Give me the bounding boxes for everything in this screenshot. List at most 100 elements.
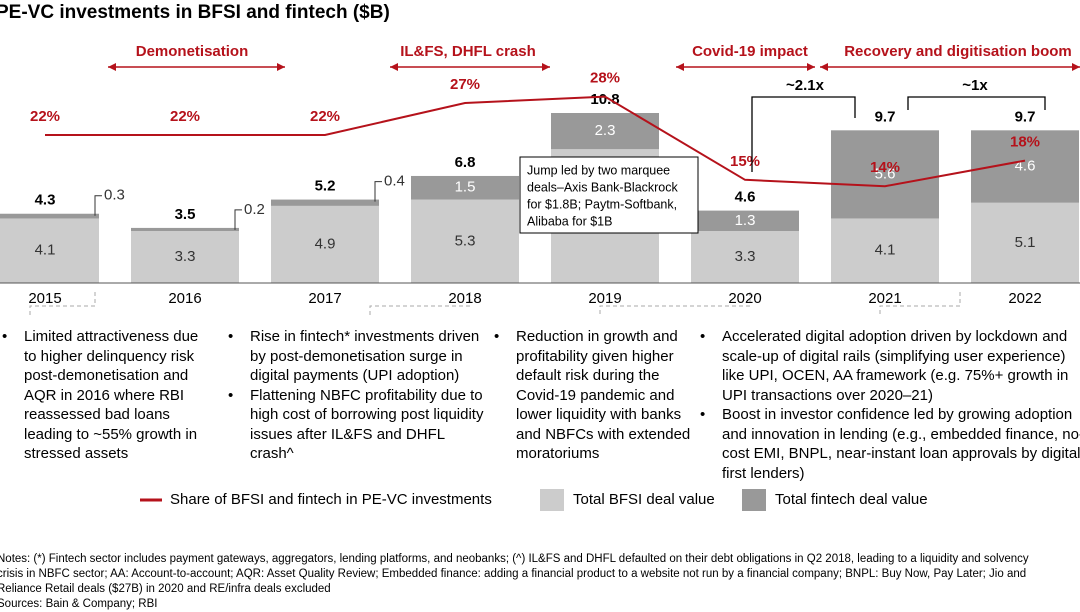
share-label: 22% <box>170 108 200 125</box>
x-tick-label: 2018 <box>448 290 481 307</box>
bullet-list: Limited attractiveness due to higher del… <box>2 327 214 464</box>
commentary-column: Reduction in growth and profitability gi… <box>494 327 694 464</box>
bar-segment <box>271 205 379 283</box>
segment-label: 1.3 <box>735 212 756 229</box>
x-tick-label: 2021 <box>868 290 901 307</box>
commentary-column: Rise in fintech* investments driven by p… <box>228 327 488 464</box>
legend-label: Share of BFSI and fintech in PE-VC inves… <box>170 491 492 508</box>
note: Sources: Bain & Company; RBI <box>0 598 158 610</box>
bullet: Flattening NBFC profitability due to hig… <box>228 386 488 464</box>
period-label: Demonetisation <box>136 43 249 60</box>
bullet: Accelerated digital adoption driven by l… <box>700 327 1080 405</box>
commentary-column: Accelerated digital adoption driven by l… <box>700 327 1080 483</box>
segment-label: 0.3 <box>104 187 125 204</box>
connector <box>879 292 961 316</box>
x-tick-label: 2020 <box>728 290 761 307</box>
segment-label: 5.3 <box>455 232 476 249</box>
segment-label: 3.3 <box>175 248 196 265</box>
segment-label: 2.3 <box>595 122 616 139</box>
segment-label: 1.5 <box>455 179 476 196</box>
label-leader <box>374 181 382 202</box>
segment-label: 0.4 <box>384 173 405 190</box>
bar-segment <box>0 213 99 219</box>
connector <box>369 292 471 316</box>
bar-segment <box>831 218 939 283</box>
x-tick-label: 2017 <box>308 290 341 307</box>
legend-swatch <box>540 489 564 511</box>
bullet-list: Accelerated digital adoption driven by l… <box>700 327 1080 483</box>
bullet: Reduction in growth and profitability gi… <box>494 327 694 464</box>
bullet: Limited attractiveness due to higher del… <box>2 327 214 464</box>
bar-segment <box>131 231 239 283</box>
bullet-list: Reduction in growth and profitability gi… <box>494 327 694 464</box>
share-label: 22% <box>30 108 60 125</box>
share-label: 27% <box>450 76 480 93</box>
callout-text: deals–Axis Bank-Blackrock <box>527 180 679 194</box>
growth-bracket <box>907 96 1046 110</box>
note: Reliance Retail deals ($27B) in 2020 and… <box>0 583 331 595</box>
period-label: Covid-19 impact <box>692 43 808 60</box>
bullet: Boost in investor confidence led by grow… <box>700 405 1080 483</box>
x-tick-label: 2015 <box>28 290 61 307</box>
note: crisis in NBFC sector; AA: Account-to-ac… <box>0 568 1027 580</box>
bar-segment <box>0 218 99 283</box>
legend-label: Total fintech deal value <box>775 491 928 508</box>
segment-label: 4.6 <box>1015 157 1036 174</box>
share-line <box>45 95 1026 188</box>
legend-swatch <box>742 489 766 511</box>
segment-label: 5.1 <box>1015 234 1036 251</box>
bar-segment <box>831 130 939 219</box>
share-label: 22% <box>310 108 340 125</box>
growth-label: ~1x <box>962 77 988 94</box>
share-label: 15% <box>730 153 760 170</box>
segment-label: 3.3 <box>735 248 756 265</box>
bar-segment <box>271 199 379 206</box>
bar-segment <box>131 227 239 232</box>
growth-label: ~2.1x <box>786 77 825 94</box>
total-label: 4.6 <box>735 189 756 206</box>
bullet-list: Rise in fintech* investments driven by p… <box>228 327 488 464</box>
share-label: 28% <box>590 70 620 87</box>
commentary-column: Limited attractiveness due to higher del… <box>2 327 214 464</box>
total-label: 10.8 <box>590 91 619 108</box>
share-label: 14% <box>870 159 900 176</box>
total-label: 6.8 <box>455 154 476 171</box>
period-label: Recovery and digitisation boom <box>844 43 1072 60</box>
label-leader <box>94 195 102 216</box>
connector <box>599 292 751 316</box>
segment-label: 0.2 <box>244 201 265 218</box>
segment-label: 4.1 <box>875 242 896 259</box>
callout-text: Alibaba for $1B <box>527 214 612 228</box>
total-label: 4.3 <box>35 192 56 209</box>
x-tick-label: 2019 <box>588 290 621 307</box>
total-label: 9.7 <box>875 108 896 125</box>
total-label: 5.2 <box>315 178 336 195</box>
growth-bracket <box>751 96 856 172</box>
callout-text: Jump led by two marquee <box>527 163 670 177</box>
callout-box <box>519 156 699 234</box>
total-label: 9.7 <box>1015 108 1036 125</box>
label-leader <box>234 209 242 230</box>
share-label: 18% <box>1010 134 1040 151</box>
x-tick-label: 2022 <box>1008 290 1041 307</box>
bar-segment <box>411 175 519 200</box>
chart-title: PE-VC investments in BFSI and fintech ($… <box>0 2 390 23</box>
segment-label: 4.1 <box>35 242 56 259</box>
connector <box>29 292 96 316</box>
x-tick-label: 2016 <box>168 290 201 307</box>
callout-text: for $1.8B; Paytm-Softbank, <box>527 197 677 211</box>
segment-label: 5.6 <box>875 165 896 182</box>
segment-label: 4.9 <box>315 235 336 252</box>
note: Notes: (*) Fintech sector includes payme… <box>0 553 1029 565</box>
bar-segment <box>691 231 799 283</box>
bar-segment <box>971 202 1079 283</box>
connectors <box>29 292 961 316</box>
legend-label: Total BFSI deal value <box>573 491 715 508</box>
total-label: 3.5 <box>175 206 196 223</box>
period-label: IL&FS, DHFL crash <box>400 43 536 60</box>
bullet: Rise in fintech* investments driven by p… <box>228 327 488 386</box>
bar-segment <box>411 199 519 283</box>
bar-segment <box>691 210 799 232</box>
